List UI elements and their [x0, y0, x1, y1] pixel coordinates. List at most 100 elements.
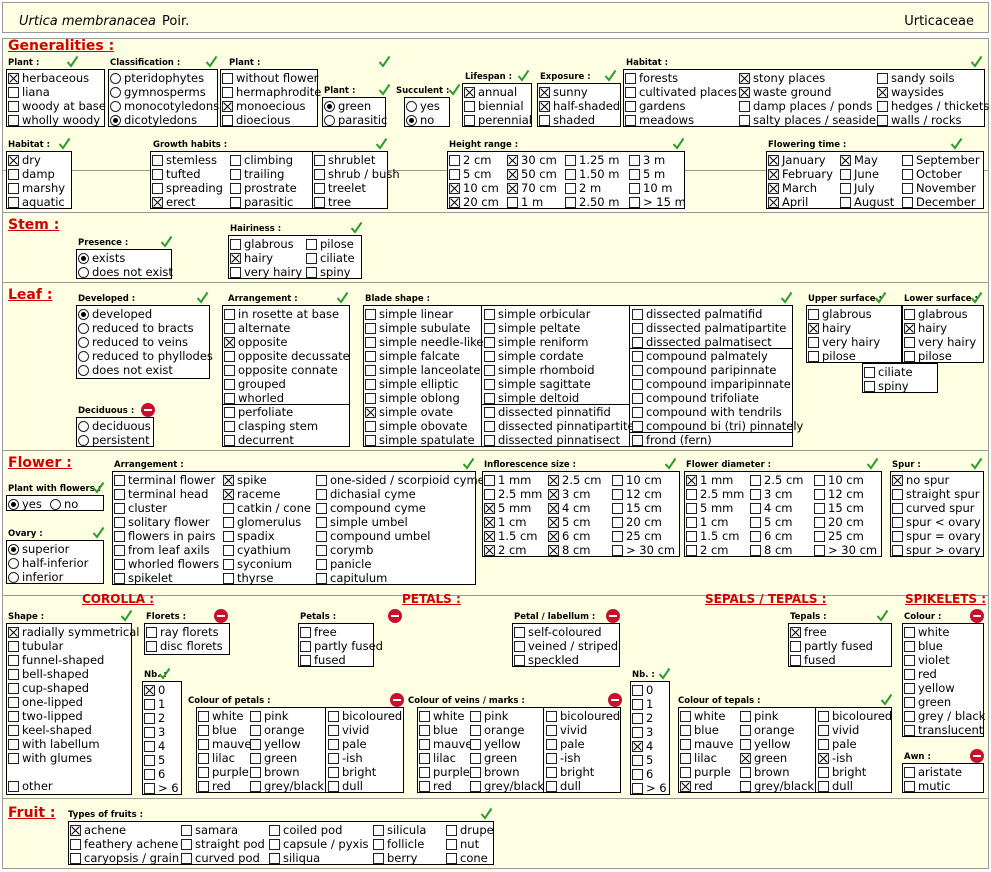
- option-sandy-soils[interactable]: sandy soils: [877, 71, 955, 85]
- checkbox[interactable]: [629, 168, 640, 180]
- option-yellow[interactable]: yellow: [250, 737, 301, 751]
- checkbox[interactable]: [419, 752, 430, 764]
- checkbox[interactable]: [818, 752, 829, 764]
- option-aquatic[interactable]: aquatic: [8, 195, 65, 209]
- option-5[interactable]: 5: [632, 753, 653, 767]
- option-6-cm[interactable]: 6 cm: [548, 529, 591, 543]
- option-partly-fused[interactable]: partly fused: [300, 639, 383, 653]
- option-cultivated-places[interactable]: cultivated places: [625, 85, 737, 99]
- checkbox[interactable]: [740, 710, 751, 722]
- option-simple-umbel[interactable]: simple umbel: [316, 515, 408, 529]
- checkbox[interactable]: [8, 196, 19, 208]
- option-hermaphrodite[interactable]: hermaphrodite: [222, 85, 321, 99]
- option-monoecious[interactable]: monoecious: [222, 99, 305, 113]
- checkbox[interactable]: [114, 474, 125, 486]
- checkbox[interactable]: [790, 640, 801, 652]
- checkbox[interactable]: [181, 824, 192, 836]
- checkbox[interactable]: [250, 780, 261, 792]
- option-white[interactable]: white: [680, 709, 725, 723]
- checkbox[interactable]: [8, 780, 19, 792]
- option-parasitic[interactable]: parasitic: [324, 113, 387, 127]
- option-aristate[interactable]: aristate: [904, 765, 962, 779]
- checkbox[interactable]: [484, 406, 495, 418]
- option-15-m[interactable]: > 15 m: [629, 195, 686, 209]
- checkbox[interactable]: [548, 474, 559, 486]
- option-12-cm[interactable]: 12 cm: [814, 487, 864, 501]
- checkbox[interactable]: [818, 724, 829, 736]
- option-free[interactable]: free: [300, 625, 337, 639]
- option-funnel-shaped[interactable]: funnel-shaped: [8, 653, 104, 667]
- option-compound-bi-tri-pinnately[interactable]: compound bi (tri) pinnately: [632, 419, 803, 433]
- checkbox[interactable]: [892, 502, 903, 514]
- checkbox[interactable]: [686, 502, 697, 514]
- option-bell-shaped[interactable]: bell-shaped: [8, 667, 89, 681]
- option-pale[interactable]: pale: [818, 737, 857, 751]
- option-2-cm[interactable]: 2 cm: [686, 543, 729, 557]
- option-8-cm[interactable]: 8 cm: [548, 543, 591, 557]
- option-pale[interactable]: pale: [546, 737, 585, 751]
- checkbox[interactable]: [144, 782, 155, 794]
- option-6[interactable]: 6: [144, 767, 165, 781]
- option-25-cm[interactable]: 25 cm: [612, 529, 662, 543]
- checkbox[interactable]: [548, 488, 559, 500]
- option-speckled[interactable]: speckled: [514, 653, 579, 667]
- radio-button[interactable]: [406, 114, 417, 126]
- option-coiled-pod[interactable]: coiled pod: [269, 823, 342, 837]
- option-green[interactable]: green: [740, 751, 787, 765]
- checkbox[interactable]: [316, 544, 327, 556]
- option-very-hairy[interactable]: very hairy: [904, 335, 976, 349]
- checkbox[interactable]: [484, 434, 495, 446]
- checkbox[interactable]: [902, 168, 913, 180]
- checkbox[interactable]: [904, 654, 915, 666]
- checkbox[interactable]: [632, 364, 643, 376]
- checkbox[interactable]: [768, 168, 779, 180]
- checkbox[interactable]: [539, 86, 550, 98]
- checkbox[interactable]: [904, 696, 915, 708]
- checkbox[interactable]: [269, 824, 280, 836]
- checkbox[interactable]: [365, 420, 376, 432]
- checkbox[interactable]: [892, 516, 903, 528]
- checkbox[interactable]: [470, 710, 481, 722]
- option-spike[interactable]: spike: [223, 473, 267, 487]
- checkbox[interactable]: [8, 752, 19, 764]
- checkbox[interactable]: [629, 154, 640, 166]
- option-10-cm[interactable]: 10 cm: [449, 181, 499, 195]
- option-no[interactable]: no: [406, 113, 434, 127]
- checkbox[interactable]: [8, 72, 19, 84]
- option-hedges-thickets[interactable]: hedges / thickets: [877, 99, 989, 113]
- checkbox[interactable]: [507, 182, 518, 194]
- option-6[interactable]: > 6: [632, 781, 667, 795]
- checkbox[interactable]: [632, 754, 643, 766]
- option-corymb[interactable]: corymb: [316, 543, 373, 557]
- checkbox[interactable]: [740, 724, 751, 736]
- option-glomerulus[interactable]: glomerulus: [223, 515, 301, 529]
- checkbox[interactable]: [904, 668, 915, 680]
- option-1[interactable]: 1: [632, 697, 653, 711]
- option-simple-peltate[interactable]: simple peltate: [484, 321, 580, 335]
- checkbox[interactable]: [546, 752, 557, 764]
- checkbox[interactable]: [152, 168, 163, 180]
- checkbox[interactable]: [314, 168, 325, 180]
- checkbox[interactable]: [306, 238, 317, 250]
- option-1-cm[interactable]: 1 cm: [484, 515, 527, 529]
- checkbox[interactable]: [484, 544, 495, 556]
- checkbox[interactable]: [632, 712, 643, 724]
- option-terminal-head[interactable]: terminal head: [114, 487, 208, 501]
- checkbox[interactable]: [680, 738, 691, 750]
- checkbox[interactable]: [632, 782, 643, 794]
- option-ciliate[interactable]: ciliate: [306, 251, 355, 265]
- checkbox[interactable]: [152, 182, 163, 194]
- checkbox[interactable]: [814, 488, 825, 500]
- option-caryopsis-grain[interactable]: caryopsis / grain: [70, 851, 179, 865]
- checkbox[interactable]: [904, 640, 915, 652]
- option-perennial[interactable]: perennial: [464, 113, 532, 127]
- option-6[interactable]: 6: [632, 767, 653, 781]
- checkbox[interactable]: [316, 558, 327, 570]
- checkbox[interactable]: [8, 710, 19, 722]
- option-mauve[interactable]: mauve: [198, 737, 251, 751]
- option-reduced-to-bracts[interactable]: reduced to bracts: [78, 321, 194, 335]
- option-developed[interactable]: developed: [78, 307, 152, 321]
- checkbox[interactable]: [223, 488, 234, 500]
- option-dull[interactable]: dull: [818, 779, 853, 793]
- checkbox[interactable]: [808, 322, 819, 334]
